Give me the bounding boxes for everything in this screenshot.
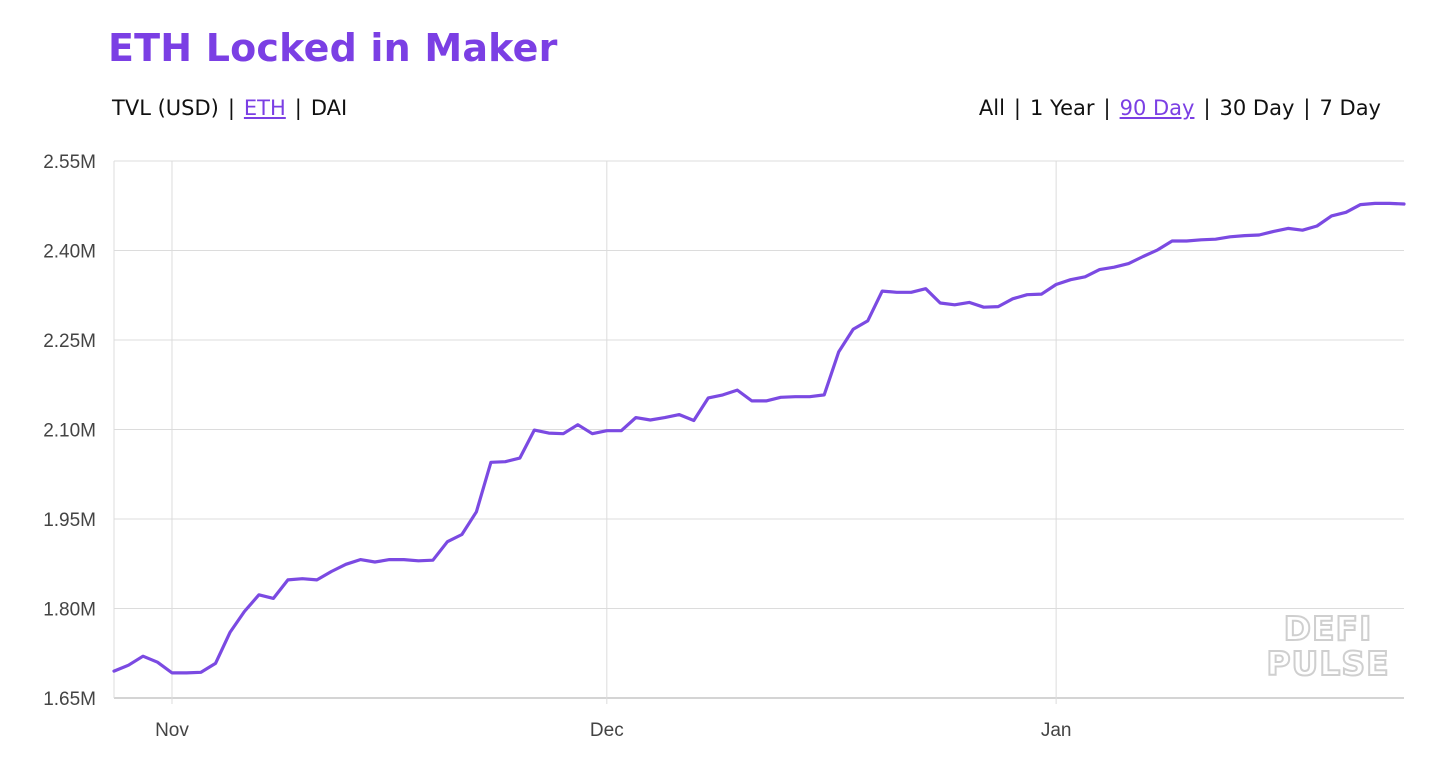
y-tick-label: 1.95M xyxy=(43,510,96,531)
range-toggle: All | 1 Year | 90 Day | 30 Day | 7 Day xyxy=(979,96,1381,120)
range-option-30-day[interactable]: 30 Day xyxy=(1219,96,1295,120)
series-layer xyxy=(112,201,1406,675)
watermark-line-2: PULSE xyxy=(1266,644,1389,683)
metric-option-eth[interactable]: ETH xyxy=(243,96,286,120)
defi-pulse-watermark: DEFI PULSE xyxy=(1265,608,1389,684)
y-tick-label: 1.65M xyxy=(43,689,96,710)
y-tick-label: 2.55M xyxy=(43,152,96,173)
x-tick-label: Dec xyxy=(590,720,624,741)
series-line xyxy=(112,201,1406,675)
y-tick-label: 1.80M xyxy=(43,600,96,621)
y-tick-label: 2.25M xyxy=(43,331,96,352)
grid-lines xyxy=(113,160,1404,704)
watermark-line-1: DEFI xyxy=(1284,609,1373,648)
y-tick-label: 2.40M xyxy=(43,242,96,263)
x-axis-ticks: Nov Dec Jan xyxy=(155,720,1071,741)
range-separator: | xyxy=(1013,96,1021,120)
metric-separator: | xyxy=(227,96,235,120)
y-axis-ticks: 1.65M 1.80M 1.95M 2.10M 2.25M 2.40M 2.55M xyxy=(43,152,96,710)
chart-title: ETH Locked in Maker xyxy=(108,26,558,70)
range-option-7-day[interactable]: 7 Day xyxy=(1319,96,1381,120)
range-option-all[interactable]: All xyxy=(978,96,1005,120)
metric-option-tvl-usd[interactable]: TVL (USD) xyxy=(112,96,219,120)
metric-toggle: TVL (USD) | ETH | DAI xyxy=(112,96,347,120)
range-separator: | xyxy=(1103,96,1111,120)
y-tick-label: 2.10M xyxy=(43,421,96,442)
range-separator: | xyxy=(1203,96,1211,120)
range-separator: | xyxy=(1303,96,1311,120)
range-option-1-year[interactable]: 1 Year xyxy=(1030,96,1095,120)
x-tick-label: Jan xyxy=(1041,720,1072,741)
x-tick-label: Nov xyxy=(155,720,189,741)
metric-separator: | xyxy=(294,96,302,120)
range-option-90-day[interactable]: 90 Day xyxy=(1119,96,1195,120)
metric-option-dai[interactable]: DAI xyxy=(310,96,348,120)
